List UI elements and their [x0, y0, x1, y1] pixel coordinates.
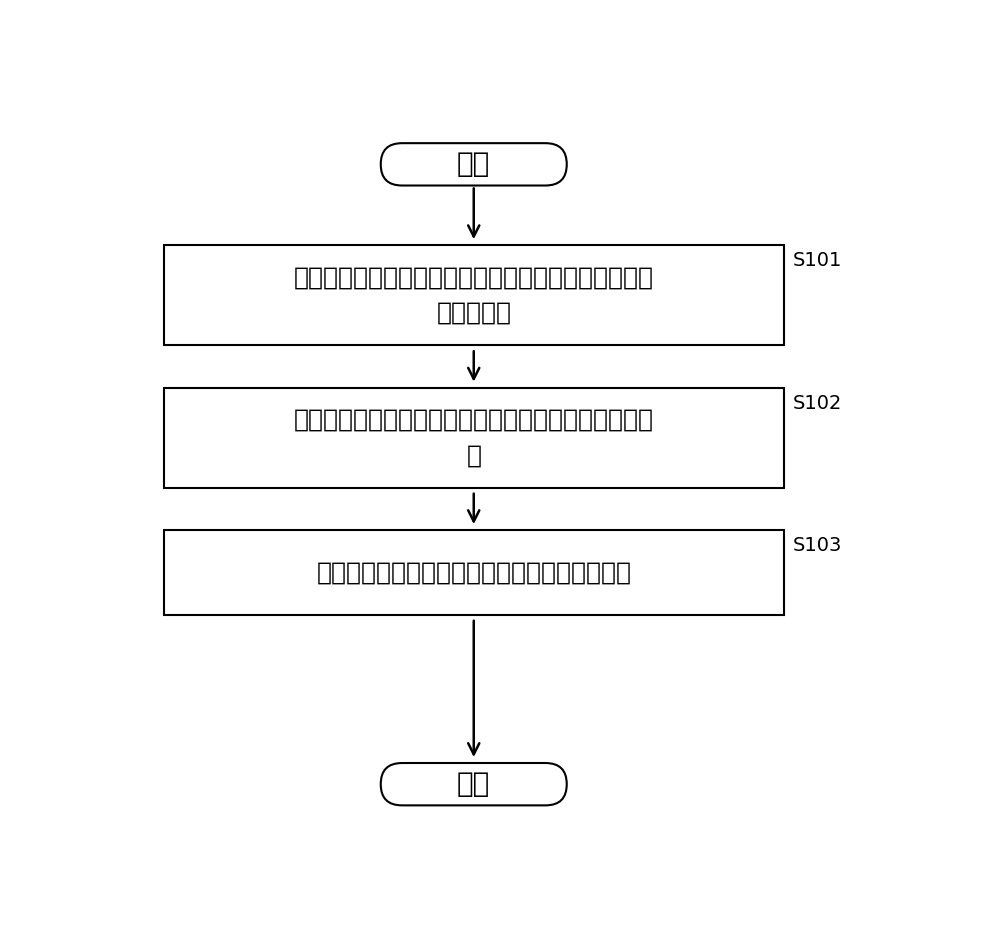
FancyBboxPatch shape	[381, 763, 567, 805]
Text: S101: S101	[793, 251, 842, 271]
Text: 结束: 结束	[457, 770, 490, 798]
Text: 获取量子点纯化废液；其中，所述量子点纯化废液中包
括烷烃和醇: 获取量子点纯化废液；其中，所述量子点纯化废液中包 括烷烃和醇	[294, 266, 654, 324]
Text: S103: S103	[793, 536, 842, 555]
FancyBboxPatch shape	[164, 245, 784, 345]
Text: 将所述量子点纯化废液进行蒸馏，得到烷烃和醇的混合
液: 将所述量子点纯化废液进行蒸馏，得到烷烃和醇的混合 液	[294, 408, 654, 467]
Text: 开始: 开始	[457, 150, 490, 179]
Text: S102: S102	[793, 394, 842, 412]
Text: 将待纯化的量子点放置在所述混合液中进行纯化: 将待纯化的量子点放置在所述混合液中进行纯化	[316, 560, 631, 585]
FancyBboxPatch shape	[164, 388, 784, 488]
FancyBboxPatch shape	[381, 143, 567, 185]
FancyBboxPatch shape	[164, 530, 784, 615]
